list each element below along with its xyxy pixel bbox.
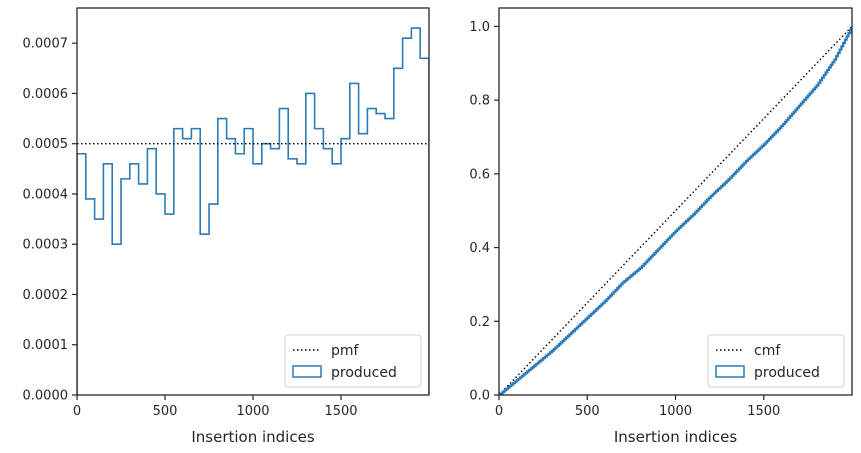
y-tick-label: 0.0002 <box>23 288 69 303</box>
legend-swatch-produced <box>715 365 745 378</box>
x-tick-label: 1000 <box>236 404 269 419</box>
x-tick-label: 0 <box>495 404 503 419</box>
legend: cmf produced <box>707 334 845 388</box>
y-tick-label: 0.0001 <box>23 338 69 353</box>
x-tick-label: 1500 <box>747 404 780 419</box>
legend-label-produced: produced <box>754 365 820 381</box>
legend: pmf produced <box>284 334 422 388</box>
x-tick-label: 500 <box>153 404 178 419</box>
x-tick-label: 500 <box>575 404 600 419</box>
y-tick-label: 0.8 <box>469 94 490 109</box>
y-tick-label: 0.6 <box>469 167 490 182</box>
x-tick-label: 1500 <box>324 404 357 419</box>
y-tick-label: 0.0000 <box>23 389 69 404</box>
x-tick-label: 0 <box>73 404 81 419</box>
x-tick-label: 1000 <box>659 404 692 419</box>
reference-line-cmf <box>499 25 852 395</box>
y-tick-label: 0.0004 <box>23 187 69 202</box>
y-tick-label: 0.0006 <box>23 87 69 102</box>
legend-label-pmf: pmf <box>331 343 360 359</box>
cmf-produced <box>499 26 852 395</box>
histogram-produced <box>77 27 429 395</box>
legend-label-produced: produced <box>331 365 397 381</box>
panel-2: 0 500 1000 1500 0.0 0.2 0.4 0.6 0.8 1.0 Insertion … <box>469 7 853 446</box>
legend-label-cmf: cmf <box>754 343 781 359</box>
y-tick-label: 0.0 <box>469 389 490 404</box>
panel-1: 0 500 1000 1500 0.0000 0.0001 0.0002 0.0003 0.00… <box>23 7 430 446</box>
y-tick-label: 0.4 <box>469 241 490 256</box>
y-tick-label: 0.2 <box>469 315 490 330</box>
x-axis-label: Insertion indices <box>191 428 314 446</box>
legend-box <box>707 334 845 388</box>
plot-area <box>499 25 852 395</box>
y-tick-label: 1.0 <box>469 20 490 35</box>
legend-box <box>284 334 422 388</box>
legend-swatch-produced <box>292 365 322 378</box>
y-tick-label: 0.0003 <box>23 238 69 253</box>
plot-area <box>77 27 429 395</box>
x-axis-label: Insertion indices <box>614 428 737 446</box>
y-tick-label: 0.0007 <box>23 37 69 52</box>
y-tick-label: 0.0005 <box>23 137 69 152</box>
